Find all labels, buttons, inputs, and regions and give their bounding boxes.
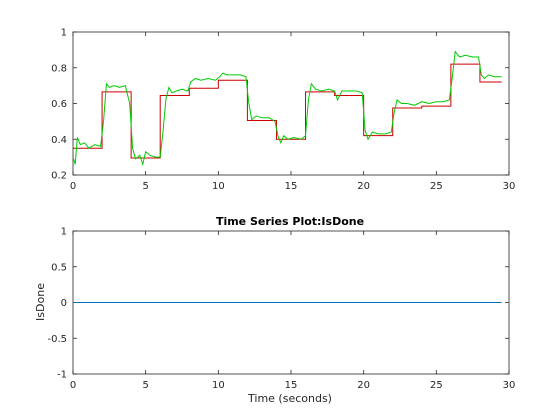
bottom-y-tick-label: 0 <box>61 298 67 309</box>
top-y-tick-label: 0.2 <box>51 171 67 182</box>
bottom-x-tick-label: 5 <box>142 380 148 391</box>
top-x-tick-label: 5 <box>142 181 148 192</box>
top-x-tick-label: 25 <box>430 181 443 192</box>
x-axis-label: Time (seconds) <box>247 392 332 405</box>
bottom-x-tick-label: 0 <box>70 380 76 391</box>
top-x-tick-label: 10 <box>212 181 225 192</box>
top-axes-plot-area <box>72 50 502 167</box>
bottom-x-tick-label: 20 <box>357 380 370 391</box>
bottom-axes-ticks: 0 5 10 15 20 25 30 -1 -0.5 0 0.5 1 <box>47 227 515 392</box>
bottom-axes: 0 5 10 15 20 25 30 -1 -0.5 0 0.5 1 Time Series Plot… <box>34 215 515 405</box>
top-axes-ticks: 0 5 10 15 20 25 30 0.2 0.4 0.6 0.8 1 <box>51 28 515 193</box>
top-x-tick-label: 30 <box>503 181 516 192</box>
bottom-x-tick-label: 10 <box>212 380 225 391</box>
top-y-tick-label: 0.6 <box>51 99 67 110</box>
bottom-x-tick-label: 15 <box>285 380 298 391</box>
top-y-tick-label: 0.8 <box>51 63 67 74</box>
bottom-y-tick-label: 0.5 <box>51 262 67 273</box>
top-series-line-1 <box>73 63 502 159</box>
chart-title: Time Series Plot:IsDone <box>216 215 364 228</box>
top-y-tick-label: 0.4 <box>51 135 67 146</box>
top-y-tick-label: 1 <box>61 28 67 39</box>
top-x-tick-label: 0 <box>70 181 76 192</box>
top-axes: 0 5 10 15 20 25 30 0.2 0.4 0.6 0.8 1 <box>51 28 515 193</box>
top-series-line-2 <box>72 50 502 167</box>
bottom-y-tick-label: -1 <box>57 370 67 381</box>
top-x-tick-label: 15 <box>285 181 298 192</box>
bottom-x-tick-label: 25 <box>430 380 443 391</box>
bottom-x-tick-label: 30 <box>503 380 516 391</box>
top-x-tick-label: 20 <box>357 181 370 192</box>
y-axis-label: IsDone <box>34 283 47 321</box>
top-axes-box <box>72 31 510 176</box>
bottom-y-tick-label: -0.5 <box>47 334 67 345</box>
bottom-y-tick-label: 1 <box>61 227 67 238</box>
